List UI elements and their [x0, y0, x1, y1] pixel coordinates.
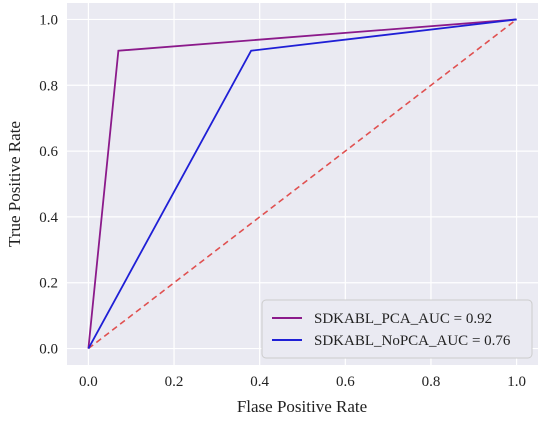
y-tick-label: 0.6 — [39, 144, 58, 160]
x-tick-label: 0.6 — [336, 374, 355, 390]
y-tick-label: 0.0 — [39, 342, 58, 358]
legend-label-0: SDKABL_PCA_AUC = 0.92 — [314, 311, 492, 327]
legend-box — [261, 299, 533, 359]
tick-labels: 0.0 0.2 0.4 0.6 0.8 1.0 0.0 0.2 0.4 0.6 0.8 1.0 — [39, 12, 526, 390]
y-axis-label: True Positive Rate — [5, 121, 24, 247]
x-tick-label: 0.8 — [422, 374, 441, 390]
x-tick-label: 0.4 — [250, 374, 269, 390]
reference-line — [87, 18, 518, 350]
series-group — [87, 18, 517, 349]
gridlines — [67, 3, 538, 365]
x-tick-label: 0.0 — [79, 374, 98, 390]
y-tick-label: 0.8 — [39, 78, 58, 94]
x-axis-label: Flase Positive Rate — [237, 397, 367, 416]
series-line-0 — [87, 18, 517, 349]
chance-diagonal-line — [87, 18, 518, 350]
x-tick-label: 0.2 — [165, 374, 184, 390]
legend-label-1: SDKABL_NoPCA_AUC = 0.76 — [314, 333, 511, 349]
legend: SDKABL_PCA_AUC = 0.92 SDKABL_NoPCA_AUC = … — [261, 299, 533, 359]
x-tick-label: 1.0 — [507, 374, 526, 390]
y-tick-label: 0.4 — [39, 210, 58, 226]
y-tick-label: 1.0 — [39, 12, 58, 28]
y-tick-label: 0.2 — [39, 276, 58, 292]
series-line-1 — [87, 18, 517, 349]
